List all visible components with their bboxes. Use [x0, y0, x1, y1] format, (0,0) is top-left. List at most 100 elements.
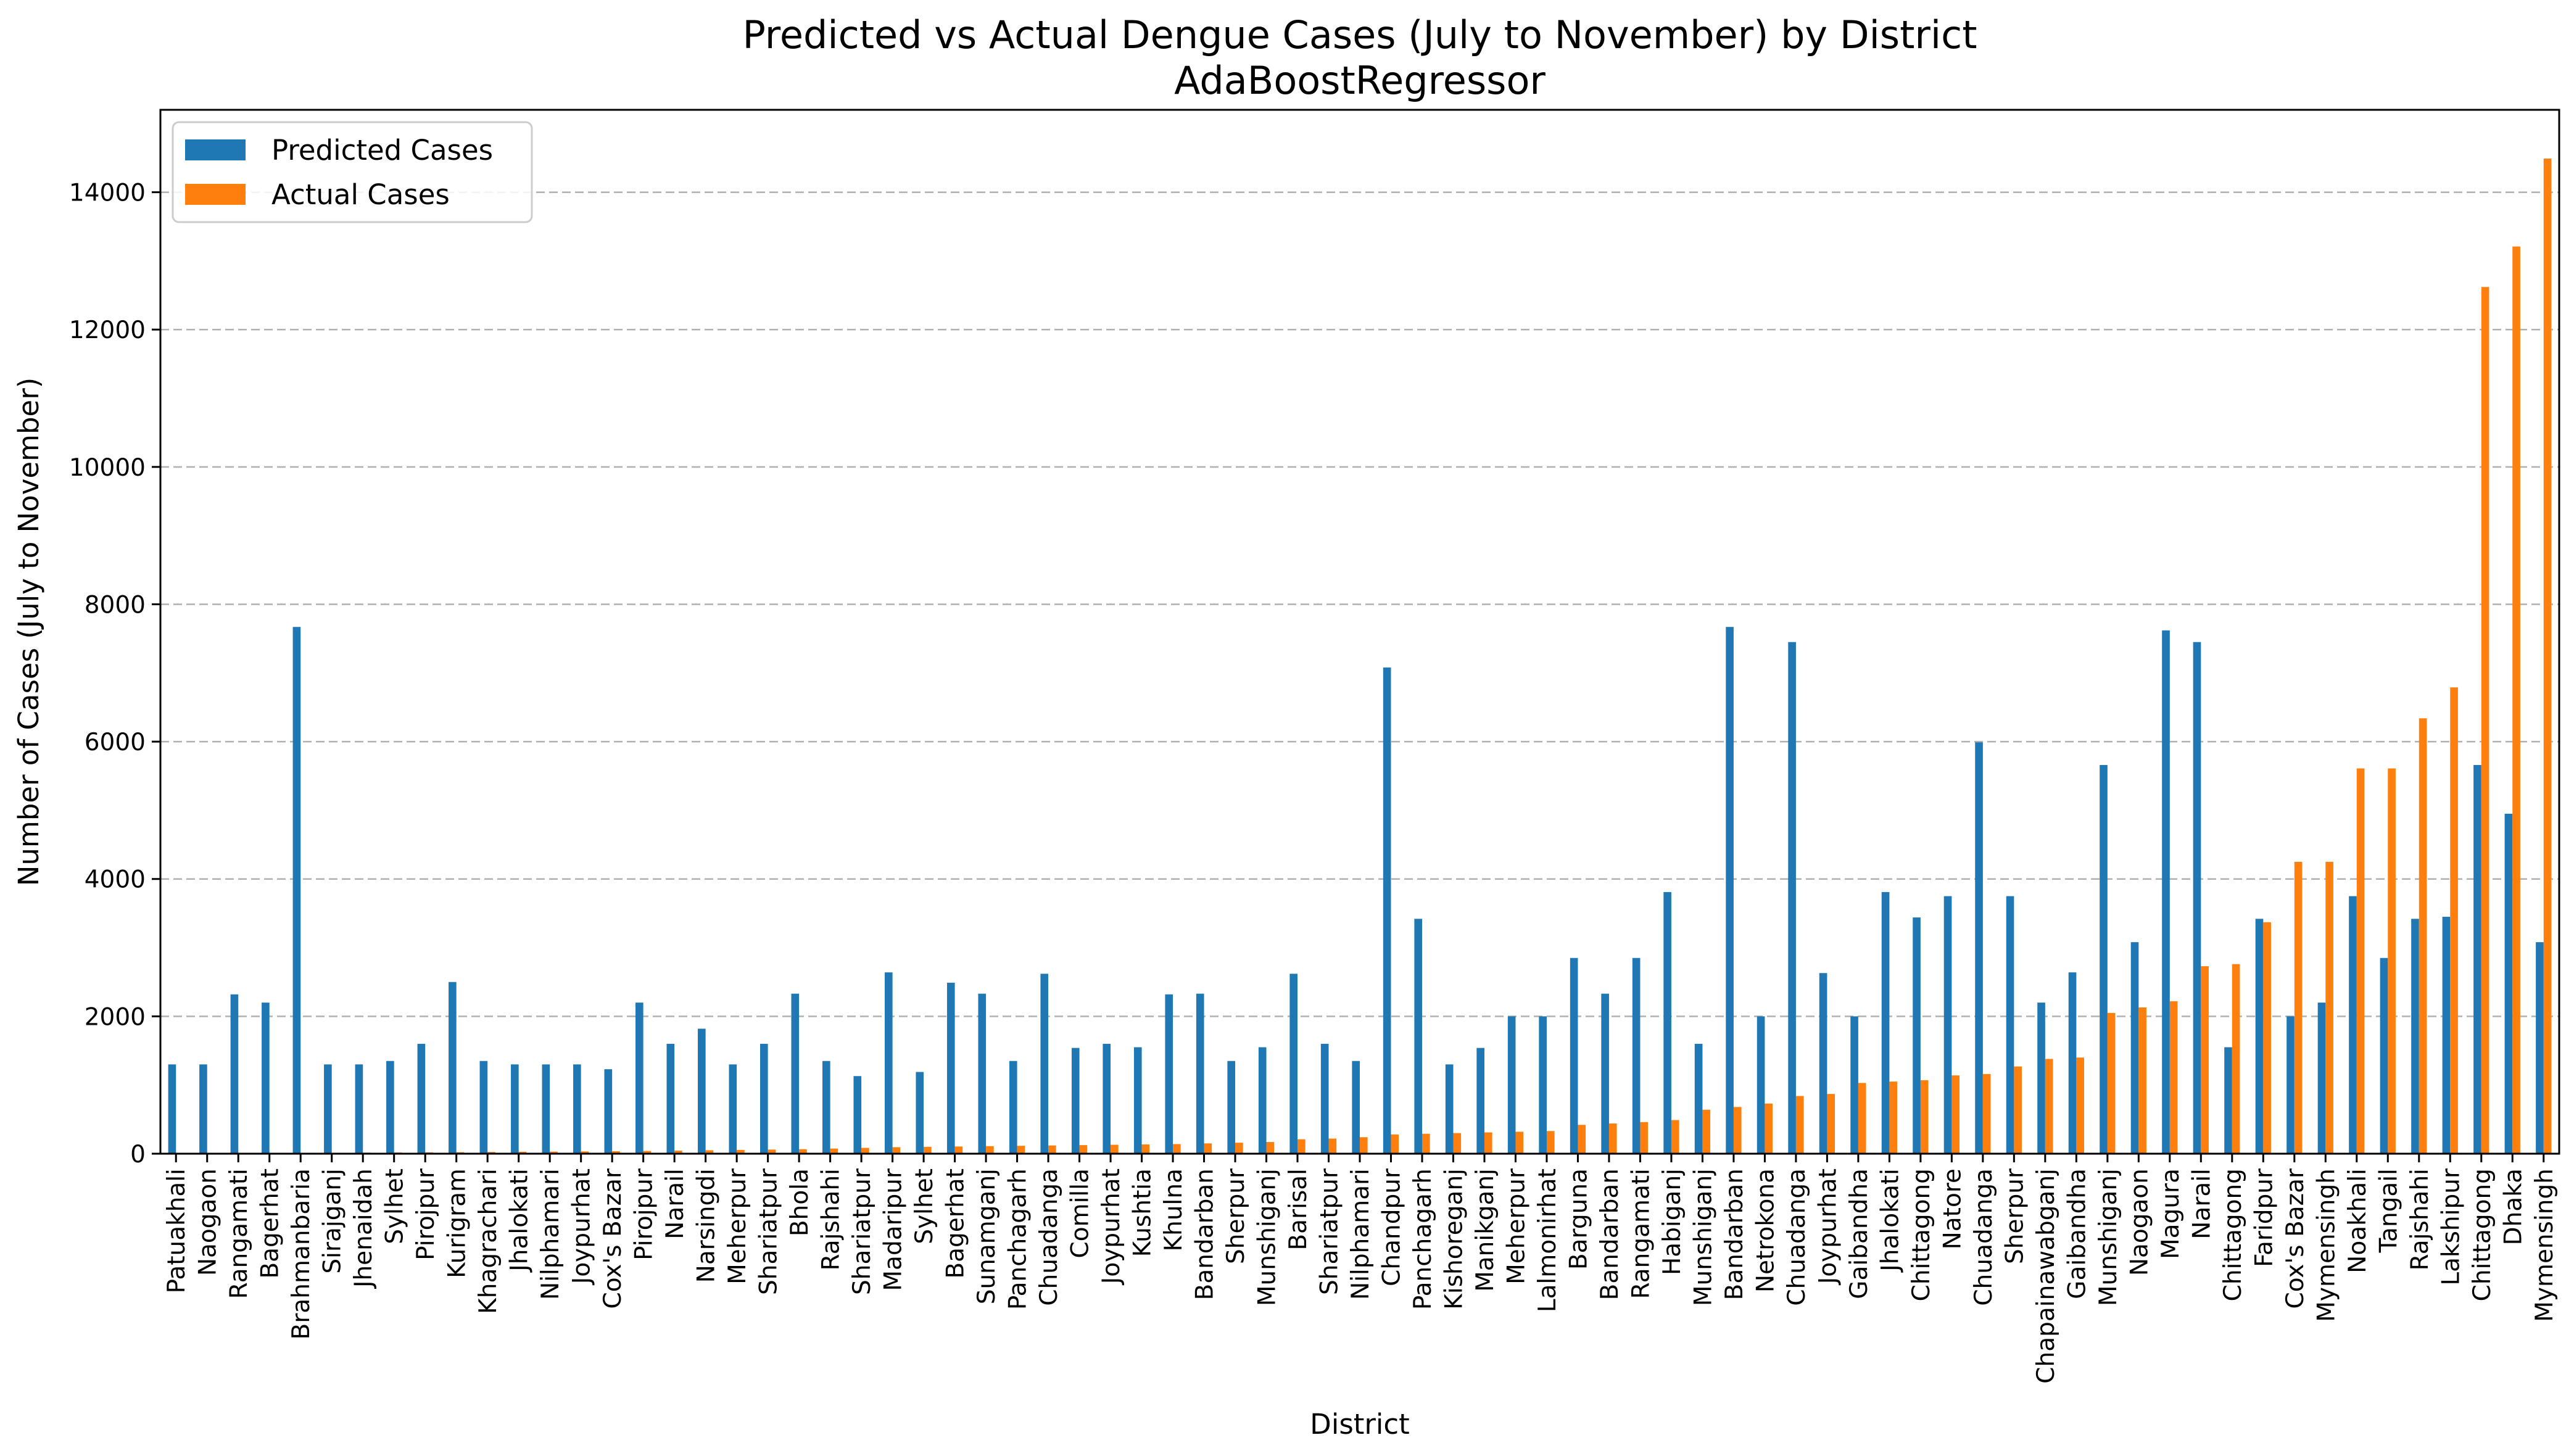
x-tick-label: Cox's Bazar: [2282, 1168, 2309, 1309]
bar-actual: [1951, 1075, 1959, 1154]
legend-frame: [172, 121, 533, 223]
bar-predicted: [1009, 1061, 1017, 1154]
bar-predicted: [168, 1064, 176, 1154]
x-tick-label: Chittagong: [1908, 1169, 1935, 1301]
x-tick-label: Munshiganj: [2095, 1169, 2122, 1306]
bar-actual: [2138, 1007, 2146, 1154]
bar-predicted: [1196, 993, 1204, 1154]
y-tick-label: 10000: [69, 454, 146, 482]
x-tick-label: Mymensingh: [2312, 1169, 2340, 1322]
x-tick-label: Magura: [2157, 1169, 2185, 1259]
x-tick-label: Bagerhat: [257, 1169, 284, 1279]
bar-predicted: [479, 1061, 488, 1154]
bar-predicted: [1913, 917, 1921, 1154]
x-tick-label: Habiganj: [1658, 1169, 1686, 1275]
bar-actual: [2169, 1001, 2178, 1154]
bar-actual: [550, 1151, 558, 1154]
bar-predicted: [1258, 1047, 1267, 1154]
bar-actual: [2543, 159, 2552, 1154]
y-tick-label: 14000: [69, 180, 146, 207]
bar-predicted: [386, 1061, 394, 1154]
bar-actual: [2388, 768, 2396, 1154]
bar-predicted: [2349, 896, 2357, 1154]
x-axis-label: District: [1310, 1408, 1410, 1441]
bar-predicted: [2130, 942, 2139, 1154]
x-tick-label: Madaripur: [880, 1168, 908, 1291]
x-tick-label: Rangamati: [225, 1169, 253, 1299]
bar-actual: [1266, 1142, 1275, 1154]
x-tick-label: Joypurhat: [568, 1169, 596, 1286]
bar-actual: [1640, 1122, 1649, 1154]
bar-predicted: [511, 1064, 519, 1154]
bar-predicted: [1850, 1016, 1858, 1154]
x-tick-label: Brahmanbaria: [288, 1169, 315, 1339]
x-tick-label: Mymensingh: [2531, 1169, 2559, 1322]
x-tick-label: Panchagarh: [1409, 1169, 1437, 1310]
bar-actual: [892, 1147, 901, 1154]
bar-actual: [1391, 1134, 1399, 1154]
bar-predicted: [822, 1061, 830, 1154]
bar-predicted: [2100, 764, 2108, 1154]
x-tick-label: Naogaon: [2125, 1169, 2153, 1276]
bar-predicted: [542, 1064, 550, 1154]
x-tick-label: Chuadanga: [1035, 1169, 1063, 1306]
bar-actual: [1546, 1131, 1555, 1154]
bar-predicted: [1975, 742, 1983, 1154]
x-tick-label: Barisal: [1285, 1169, 1312, 1251]
bar-predicted: [1133, 1047, 1142, 1154]
bar-actual: [2076, 1057, 2084, 1154]
bar-predicted: [1103, 1043, 1111, 1154]
bar-actual: [1827, 1094, 1835, 1154]
bar-actual: [799, 1149, 807, 1154]
x-tick-label: Khulna: [1160, 1169, 1188, 1251]
x-tick-label: Jhenaidah: [350, 1169, 378, 1289]
x-tick-label: Gaibandha: [1845, 1169, 1873, 1299]
y-tick-label: 2000: [85, 1003, 146, 1031]
bar-predicted: [2380, 958, 2388, 1154]
x-tick-label: Nilphamari: [1347, 1169, 1375, 1300]
bars: [168, 159, 2552, 1154]
legend-label-predicted: Predicted Cases: [271, 134, 493, 167]
x-tick-label: Sherpur: [1222, 1168, 1250, 1264]
legend-label-actual: Actual Cases: [271, 178, 450, 211]
x-tick-label: Pirojpur: [412, 1168, 440, 1260]
legend-swatch-predicted: [185, 139, 246, 160]
bar-predicted: [1819, 973, 1827, 1154]
x-tick-label: Sylhet: [381, 1169, 409, 1244]
x-tick-label: Netrokona: [1752, 1169, 1779, 1293]
bar-predicted: [2037, 1003, 2045, 1154]
x-tick-label: Jhalokati: [506, 1169, 534, 1273]
bar-actual: [2325, 861, 2333, 1154]
x-tick-label: Bhola: [786, 1169, 814, 1236]
bar-actual: [2450, 687, 2458, 1154]
x-tick-label: Lakshipur: [2437, 1168, 2465, 1286]
x-tick-label: Patuakhali: [163, 1169, 191, 1293]
x-tick-label: Rajshahi: [817, 1169, 845, 1270]
bar-predicted: [355, 1064, 363, 1154]
bar-actual: [1578, 1125, 1586, 1154]
bar-predicted: [2224, 1047, 2232, 1154]
bar-predicted: [2162, 630, 2170, 1154]
x-tick-label: Faridpur: [2250, 1168, 2278, 1267]
legend: Predicted Cases Actual Cases: [172, 121, 533, 223]
bar-predicted: [1320, 1043, 1329, 1154]
bar-actual: [518, 1151, 527, 1154]
bar-predicted: [2006, 896, 2014, 1154]
bar-predicted: [1289, 974, 1298, 1154]
x-tick-label: Barguna: [1565, 1169, 1592, 1270]
bar-actual: [1858, 1083, 1866, 1154]
x-tick-label: Rajshahi: [2406, 1169, 2434, 1270]
bar-actual: [954, 1146, 963, 1154]
bar-predicted: [324, 1064, 332, 1154]
bar-predicted: [2193, 642, 2201, 1154]
bar-predicted: [417, 1043, 426, 1154]
bar-predicted: [1632, 958, 1641, 1154]
x-tick-label: Natore: [1939, 1169, 1966, 1249]
bar-actual: [674, 1150, 682, 1154]
x-tick-label: Narsingdi: [693, 1169, 721, 1283]
x-tick-label: Chapainawabganj: [2032, 1169, 2060, 1384]
bar-predicted: [1383, 667, 1391, 1154]
legend-swatch-actual: [185, 184, 246, 205]
bar-predicted: [946, 982, 955, 1154]
